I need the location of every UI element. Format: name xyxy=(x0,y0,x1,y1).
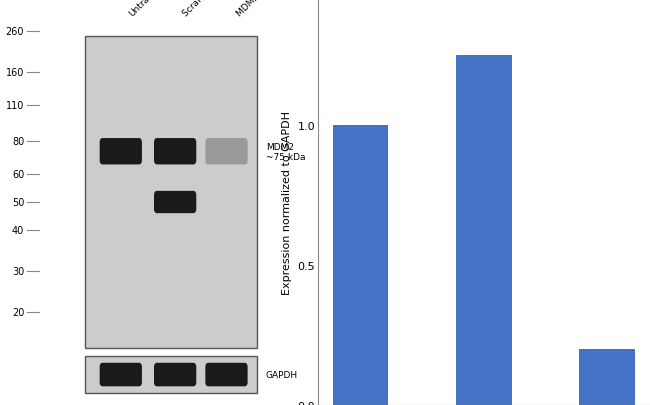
Text: 80: 80 xyxy=(12,137,24,147)
Bar xyxy=(456,56,512,405)
FancyBboxPatch shape xyxy=(154,192,196,214)
Text: GAPDH: GAPDH xyxy=(266,370,298,379)
FancyBboxPatch shape xyxy=(154,363,196,386)
FancyBboxPatch shape xyxy=(84,356,257,393)
Text: 20: 20 xyxy=(12,307,24,317)
Text: 60: 60 xyxy=(12,169,24,179)
FancyBboxPatch shape xyxy=(99,139,142,165)
Text: 50: 50 xyxy=(12,198,24,207)
FancyBboxPatch shape xyxy=(154,139,196,165)
FancyBboxPatch shape xyxy=(84,36,257,348)
Bar xyxy=(333,126,389,405)
Text: 40: 40 xyxy=(12,226,24,236)
Text: 30: 30 xyxy=(12,266,24,276)
FancyBboxPatch shape xyxy=(205,363,248,386)
Bar xyxy=(579,349,635,405)
Y-axis label: Expression normalized to GAPDH: Expression normalized to GAPDH xyxy=(282,111,292,294)
FancyBboxPatch shape xyxy=(205,139,248,165)
Text: Scrambled siRNA: Scrambled siRNA xyxy=(181,0,242,19)
Text: 110: 110 xyxy=(6,100,24,110)
Text: MDM2 siRNA: MDM2 siRNA xyxy=(235,0,282,19)
Text: Untransfected: Untransfected xyxy=(127,0,179,19)
Text: 160: 160 xyxy=(6,68,24,78)
Text: 260: 260 xyxy=(6,28,24,37)
Text: MDM2
~75 kDa: MDM2 ~75 kDa xyxy=(266,142,305,162)
FancyBboxPatch shape xyxy=(99,363,142,386)
